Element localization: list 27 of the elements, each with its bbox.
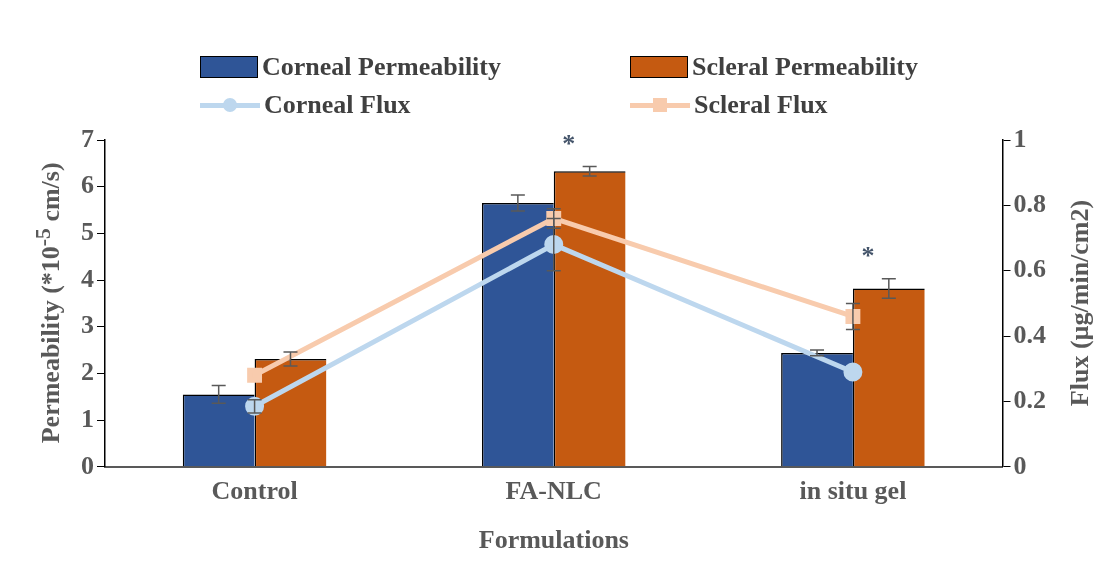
legend-label: Scleral Permeability: [692, 52, 918, 82]
y-tick-label: 0: [81, 450, 94, 480]
y2-tick-label: 1: [1013, 123, 1027, 153]
legend-label: Corneal Permeability: [262, 52, 501, 82]
y-tick-label: 3: [81, 310, 94, 340]
y-tick-label: 6: [81, 170, 94, 200]
y-tick-label: 7: [81, 123, 94, 153]
x-tick-label: in situ gel: [799, 476, 907, 506]
y-tick-label: 5: [81, 217, 94, 247]
y-tick-label: 2: [81, 357, 94, 387]
x-tick-label: Control: [211, 476, 298, 506]
y-tick-label: 1: [81, 403, 94, 433]
y2-tick-label: 0.6: [1013, 254, 1046, 284]
y2-tick-label: 0.8: [1013, 189, 1046, 219]
y2-axis-title: Flux (µg/min/cm2): [1065, 200, 1096, 407]
y2-tick-label: 0: [1013, 450, 1027, 480]
annotation: *: [861, 241, 875, 271]
y-tick-label: 4: [81, 263, 94, 293]
x-tick-label: FA-NLC: [505, 476, 602, 506]
y2-tick-label: 0.4: [1013, 319, 1046, 349]
point: [843, 362, 863, 382]
y2-tick-label: 0.2: [1013, 385, 1046, 415]
legend-label: Scleral Flux: [694, 90, 828, 120]
legend-label: Corneal Flux: [264, 90, 411, 120]
x-axis-title: Formulations: [478, 524, 629, 555]
annotation: *: [562, 129, 576, 159]
point: [247, 367, 263, 383]
